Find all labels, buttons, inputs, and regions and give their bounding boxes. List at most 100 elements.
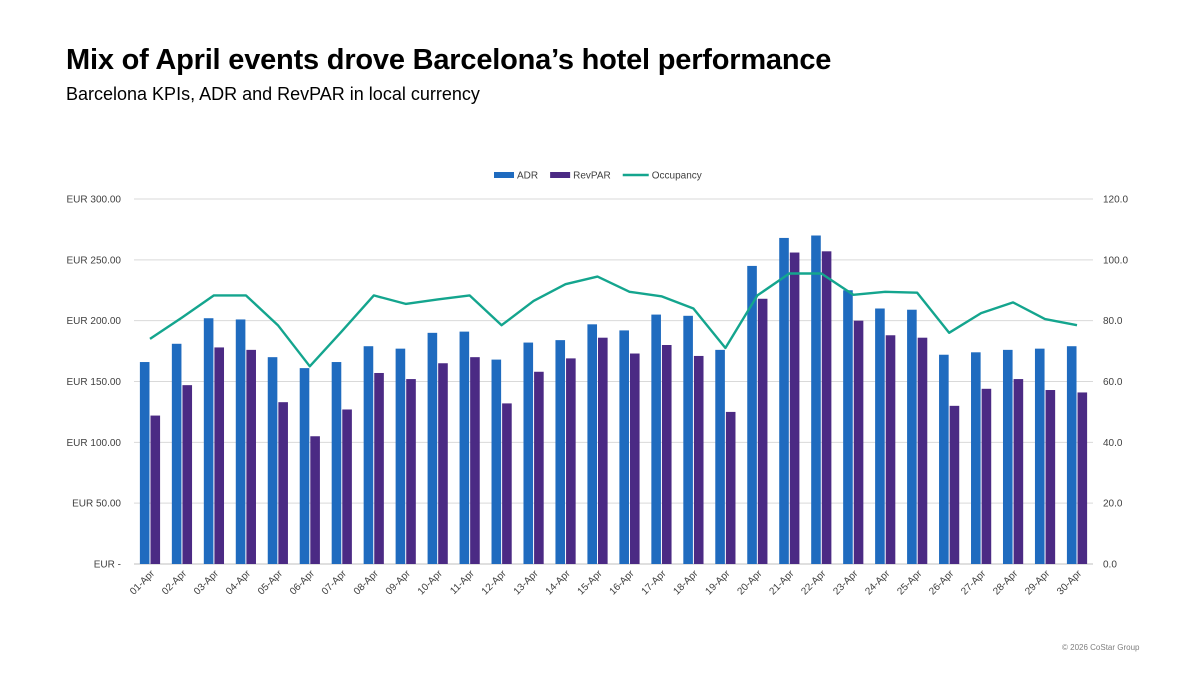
- x-tick-label: 26-Apr: [927, 568, 956, 597]
- y-right-tick-label: 0.0: [1103, 560, 1117, 571]
- y-left-tick-label: EUR -: [94, 560, 121, 571]
- revpar-bar: [310, 436, 320, 564]
- adr-bar: [171, 343, 182, 564]
- x-tick-label: 17-Apr: [640, 568, 669, 597]
- occupancy-line-group: [149, 272, 1078, 368]
- revpar-bar: [566, 358, 576, 564]
- gridlines: [134, 198, 1093, 565]
- chart-subtitle: Barcelona KPIs, ADR and RevPAR in local …: [66, 84, 480, 104]
- x-tick-label: 08-Apr: [352, 568, 381, 597]
- x-tick-label: 05-Apr: [256, 568, 285, 597]
- y-left-tick-label: EUR 150.00: [67, 377, 122, 388]
- legend-label: ADR: [517, 171, 538, 182]
- adr-bar: [939, 354, 949, 564]
- revpar-bar: [693, 355, 704, 564]
- x-tick-label: 12-Apr: [480, 568, 509, 597]
- revpar-bar: [1077, 392, 1088, 564]
- revpar-bar: [342, 409, 352, 564]
- revpar-bar: [150, 415, 161, 564]
- revpar-bar: [214, 347, 225, 564]
- revpar-bar: [1013, 379, 1024, 564]
- adr-bar: [203, 318, 214, 564]
- x-tick-label: 02-Apr: [160, 568, 189, 597]
- x-tick-label: 18-Apr: [672, 568, 701, 597]
- revpar-bar: [598, 337, 608, 564]
- adr-bar: [843, 290, 853, 564]
- y-left-tick-label: EUR 100.00: [67, 438, 122, 449]
- legend-swatch: [550, 172, 571, 178]
- y-right-tick-label: 20.0: [1103, 499, 1123, 510]
- y-left-tick-label: EUR 250.00: [67, 255, 122, 266]
- adr-bar: [1034, 348, 1045, 564]
- adr-bar: [587, 324, 598, 564]
- y-right-tick-label: 120.0: [1103, 195, 1128, 206]
- x-tick-label: 21-Apr: [767, 568, 796, 597]
- chart-title: Mix of April events drove Barcelona’s ho…: [66, 44, 832, 76]
- adr-bar: [875, 308, 885, 564]
- x-tick-label: 15-Apr: [576, 568, 605, 597]
- adr-bar: [299, 368, 310, 564]
- x-tick-label: 22-Apr: [799, 568, 828, 597]
- adr-bar: [139, 362, 150, 564]
- x-tick-label: 16-Apr: [608, 568, 637, 597]
- revpar-bar: [853, 320, 864, 564]
- adr-bar: [1002, 349, 1013, 564]
- revpar-bar: [789, 252, 800, 565]
- x-tick-label: 06-Apr: [288, 568, 317, 597]
- adr-bar: [971, 352, 981, 564]
- axes: EUR - EUR 50.00 EUR 100.00 EUR 150.00 EUR 20…: [67, 195, 1129, 598]
- adr-bar: [235, 319, 246, 564]
- x-tick-label: 30-Apr: [1055, 568, 1084, 597]
- revpar-bar: [821, 251, 832, 565]
- revpar-bar: [949, 405, 960, 564]
- legend-label: RevPAR: [573, 171, 611, 182]
- revpar-bar: [246, 349, 256, 564]
- adr-bar: [907, 309, 917, 564]
- x-tick-label: 01-Apr: [128, 568, 157, 597]
- x-tick-label: 09-Apr: [384, 568, 413, 597]
- adr-bar: [811, 235, 821, 564]
- x-tick-label: 25-Apr: [895, 568, 924, 597]
- revpar-bar: [917, 337, 928, 564]
- adr-bar: [683, 315, 693, 564]
- adr-bar: [651, 314, 661, 564]
- x-tick-label: 11-Apr: [448, 568, 477, 597]
- x-tick-label: 10-Apr: [416, 568, 445, 597]
- adr-bar: [395, 348, 406, 564]
- legend: ADR RevPAR Occupancy: [494, 171, 702, 182]
- bars: [139, 235, 1088, 565]
- y-left-tick-label: EUR 300.00: [67, 195, 122, 206]
- adr-bar: [747, 265, 757, 564]
- adr-bar: [267, 357, 278, 564]
- adr-bar: [331, 362, 342, 564]
- legend-label: Occupancy: [652, 171, 702, 182]
- legend-swatch: [494, 172, 514, 178]
- revpar-bar: [1045, 390, 1056, 564]
- adr-bar: [555, 340, 566, 564]
- revpar-bar: [885, 335, 896, 564]
- x-tick-label: 29-Apr: [1023, 568, 1052, 597]
- y-right-tick-label: 100.0: [1103, 255, 1128, 266]
- revpar-bar: [470, 357, 480, 564]
- revpar-bar: [502, 403, 512, 564]
- revpar-bar: [534, 371, 544, 564]
- adr-bar: [523, 342, 534, 564]
- revpar-bar: [629, 353, 640, 564]
- x-tick-label: 13-Apr: [512, 568, 541, 597]
- revpar-bar: [981, 388, 992, 564]
- adr-bar: [491, 359, 502, 564]
- x-tick-label: 20-Apr: [735, 568, 764, 597]
- revpar-bar: [278, 402, 288, 564]
- y-right-tick-label: 80.0: [1103, 316, 1123, 327]
- adr-bar: [1066, 346, 1077, 564]
- x-tick-label: 04-Apr: [224, 568, 253, 597]
- x-tick-label: 07-Apr: [320, 568, 349, 597]
- revpar-bar: [182, 385, 193, 564]
- revpar-bar: [406, 379, 416, 564]
- copyright-text: © 2026 CoStar Group: [1062, 643, 1140, 652]
- revpar-bar: [438, 363, 448, 564]
- adr-bar: [459, 331, 470, 564]
- x-tick-label: 23-Apr: [831, 568, 860, 597]
- y-right-tick-label: 40.0: [1103, 438, 1123, 449]
